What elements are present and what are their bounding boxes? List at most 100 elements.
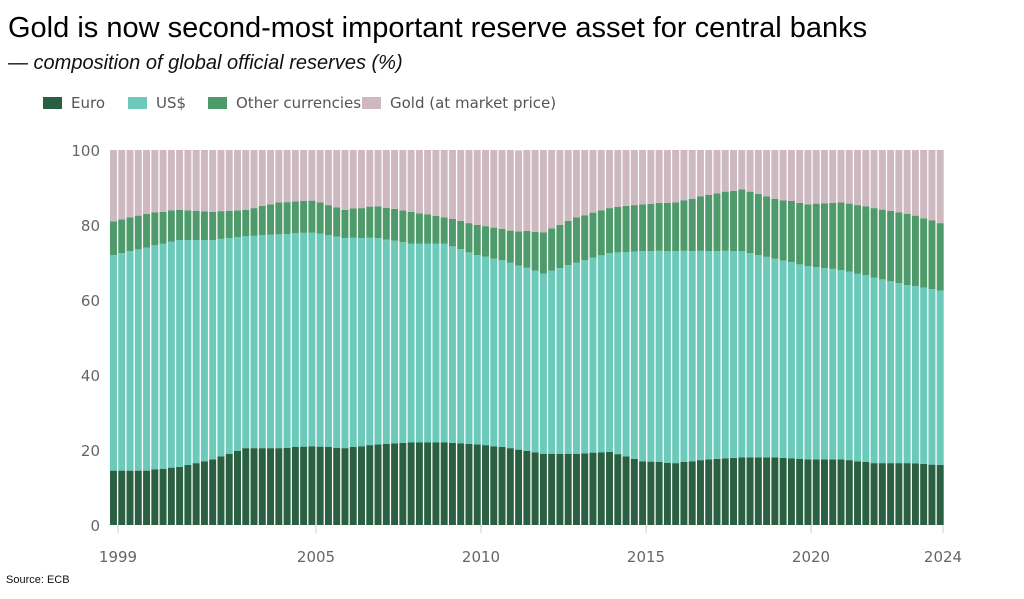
- bar-usd: [250, 235, 258, 449]
- bar-other: [482, 226, 489, 257]
- bar-euro: [465, 444, 473, 525]
- bar-usd: [118, 253, 126, 471]
- bar-other: [738, 189, 746, 252]
- bar-usd: [473, 255, 481, 445]
- bar-usd: [663, 251, 671, 463]
- bar-usd: [308, 232, 316, 447]
- bar-usd: [837, 270, 845, 460]
- bar-usd: [730, 251, 738, 458]
- bar-other: [143, 213, 151, 248]
- bar-euro: [730, 457, 738, 525]
- bar-euro: [126, 470, 134, 525]
- bar-euro: [316, 446, 324, 525]
- bar-other: [167, 210, 175, 242]
- bar-euro: [200, 461, 208, 525]
- bar-other: [928, 220, 936, 290]
- bar-euro: [928, 464, 936, 525]
- bar-usd: [845, 271, 853, 461]
- bar-other: [539, 232, 547, 274]
- bar-euro: [482, 445, 489, 525]
- bar-euro: [845, 460, 853, 525]
- bar-euro: [713, 459, 721, 525]
- bar-other: [845, 203, 853, 272]
- bar-usd: [639, 251, 647, 462]
- bar-other: [424, 214, 432, 244]
- bar-gold: [597, 150, 605, 211]
- bar-gold: [465, 150, 473, 224]
- bar-usd: [159, 243, 167, 469]
- bar-other: [184, 210, 192, 240]
- bar-usd: [812, 267, 820, 460]
- bar-other: [515, 231, 523, 266]
- bar-usd: [382, 239, 390, 444]
- bar-other: [854, 205, 862, 274]
- bar-usd: [680, 250, 688, 462]
- bar-other: [267, 204, 275, 235]
- bar-gold: [118, 150, 126, 220]
- bar-usd: [928, 289, 936, 465]
- bar-gold: [424, 150, 432, 215]
- bar-euro: [300, 446, 308, 525]
- bar-usd: [234, 237, 241, 451]
- bar-usd: [746, 253, 754, 458]
- bar-euro: [639, 461, 647, 525]
- x-tick-label: 1999: [99, 548, 137, 566]
- bar-other: [242, 210, 250, 237]
- bar-usd: [515, 265, 523, 450]
- bar-euro: [382, 444, 390, 525]
- bar-euro: [432, 442, 440, 525]
- bar-gold: [283, 150, 291, 203]
- bar-usd: [126, 251, 134, 471]
- bar-other: [234, 210, 241, 237]
- bar-other: [639, 204, 647, 252]
- bar-gold: [110, 150, 117, 222]
- bar-other: [564, 220, 572, 266]
- bar-euro: [167, 467, 175, 525]
- bar-gold: [796, 150, 804, 203]
- bar-euro: [134, 470, 142, 525]
- bar-euro: [746, 457, 754, 525]
- bar-gold: [639, 150, 647, 205]
- bar-gold: [374, 150, 382, 207]
- bar-gold: [176, 150, 184, 210]
- bar-gold: [151, 150, 159, 213]
- bar-usd: [283, 234, 291, 448]
- bar-gold: [498, 150, 506, 229]
- bar-other: [556, 225, 564, 269]
- bar-gold: [300, 150, 308, 201]
- bar-euro: [680, 462, 688, 525]
- bar-euro: [878, 463, 886, 525]
- bar-usd: [176, 240, 184, 467]
- bar-euro: [804, 459, 812, 525]
- bar-gold: [515, 150, 523, 232]
- bar-gold: [382, 150, 390, 208]
- bar-other: [713, 193, 721, 252]
- bar-other: [548, 228, 556, 271]
- bar-usd: [655, 250, 663, 462]
- bar-usd: [110, 255, 117, 471]
- bar-gold: [225, 150, 233, 211]
- bar-euro: [837, 459, 845, 525]
- bar-gold: [333, 150, 341, 208]
- bar-gold: [134, 150, 142, 216]
- bar-euro: [771, 457, 779, 525]
- bar-gold: [928, 150, 936, 221]
- bar-gold: [936, 150, 944, 224]
- bar-other: [432, 216, 440, 244]
- bar-euro: [779, 457, 787, 525]
- bar-usd: [465, 252, 473, 444]
- bar-gold: [440, 150, 448, 218]
- bar-gold: [721, 150, 729, 192]
- bar-other: [382, 207, 390, 240]
- bar-usd: [391, 240, 399, 444]
- bar-other: [895, 212, 903, 284]
- bar-euro: [283, 447, 291, 525]
- bar-other: [903, 213, 911, 285]
- y-tick-label: 40: [81, 367, 100, 385]
- bar-other: [126, 217, 134, 252]
- bar-other: [878, 209, 886, 280]
- bar-gold: [316, 150, 324, 203]
- bar-other: [490, 227, 498, 259]
- x-tick-label: 2015: [627, 548, 665, 566]
- bar-gold: [291, 150, 299, 202]
